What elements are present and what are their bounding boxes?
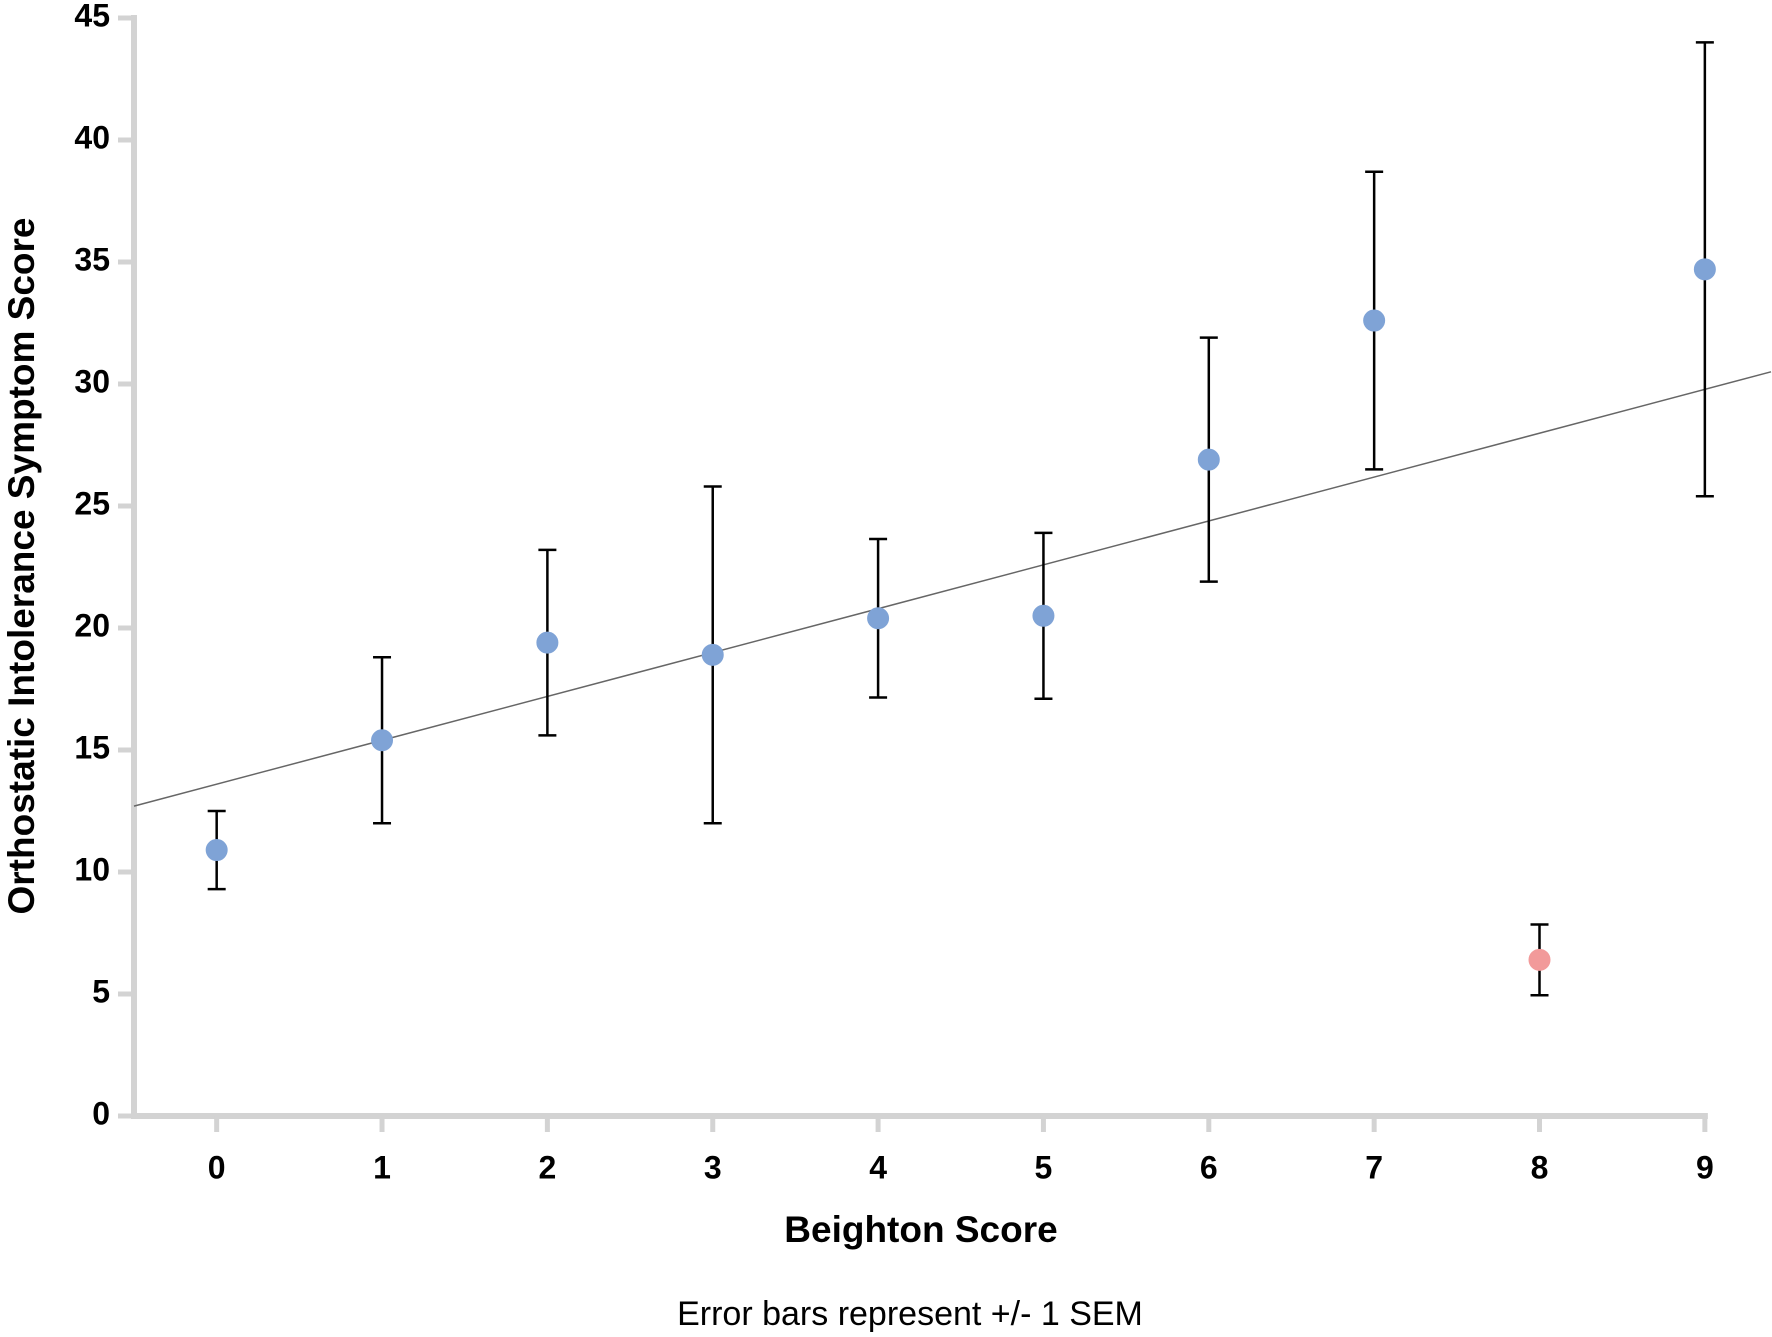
y-tick-label: 15 xyxy=(74,729,110,765)
point xyxy=(1528,948,1551,971)
point xyxy=(867,607,890,630)
x-tick-label: 0 xyxy=(208,1149,226,1185)
y-tick-label: 40 xyxy=(74,119,110,155)
x-tick-label: 5 xyxy=(1035,1149,1053,1185)
y-tick-label: 45 xyxy=(74,0,110,33)
y-axis-title: Orthostatic Intolerance Symptom Score xyxy=(1,217,42,914)
point xyxy=(1032,604,1055,627)
point xyxy=(371,729,394,752)
y-tick-label: 25 xyxy=(74,485,110,521)
y-tick-label: 30 xyxy=(74,363,110,399)
annotation: Error bars represent +/- 1 SEM xyxy=(677,1295,1143,1333)
point xyxy=(1693,258,1716,281)
y-tick-label: 10 xyxy=(74,851,110,887)
point xyxy=(701,643,724,666)
x-axis-title: Beighton Score xyxy=(784,1209,1057,1250)
trend-line xyxy=(133,371,1772,807)
point xyxy=(205,839,228,862)
x-tick-label: 2 xyxy=(538,1149,556,1185)
point xyxy=(1363,309,1386,332)
point xyxy=(1197,448,1220,471)
x-tick-label: 1 xyxy=(373,1149,391,1185)
x-tick-label: 6 xyxy=(1200,1149,1218,1185)
y-tick-label: 20 xyxy=(74,607,110,643)
point xyxy=(536,631,559,654)
x-tick-label: 4 xyxy=(869,1149,887,1185)
y-tick-label: 5 xyxy=(92,973,110,1009)
y-tick-label: 35 xyxy=(74,241,110,277)
x-tick-label: 8 xyxy=(1531,1149,1549,1185)
y-tick-label: 0 xyxy=(92,1095,110,1131)
x-tick-label: 3 xyxy=(704,1149,722,1185)
x-tick-label: 7 xyxy=(1365,1149,1383,1185)
x-tick-label: 9 xyxy=(1696,1149,1714,1185)
